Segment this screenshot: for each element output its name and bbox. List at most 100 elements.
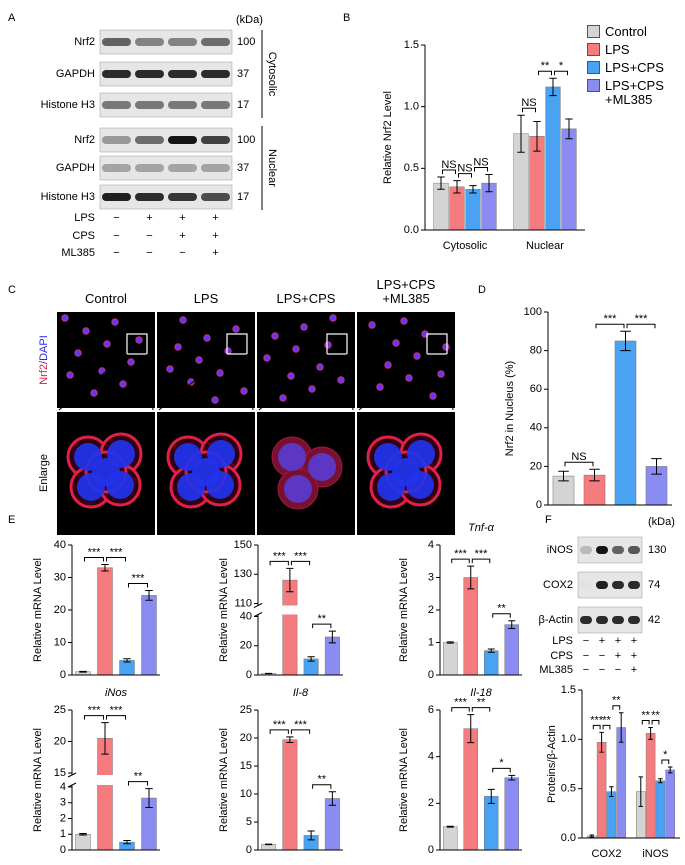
error-bar [286,736,294,743]
error-bar [667,766,673,774]
kda-label: 37 [237,162,249,174]
blot-band [580,546,592,554]
significance-label: NS [457,163,472,175]
treatment-sign: − [113,247,119,259]
blot-band [596,581,608,589]
error-bar [558,470,569,482]
blot-band [168,38,197,46]
significance-label: NS [473,156,488,168]
legend-entry: Control [587,25,685,39]
significance-label: *** [88,705,102,717]
significance-bracket [612,705,621,710]
significance-label: ** [317,613,326,625]
error-bar [286,567,294,593]
error-bar [307,830,315,841]
blot-band [135,136,164,144]
y-tick-label: 30 [54,571,66,583]
axis-break [252,605,345,615]
y-tick-label: 1 [60,828,66,840]
cell-dot [316,363,324,371]
bar [463,577,478,676]
significance-bracket [106,557,126,562]
error-bar [508,620,516,630]
legend-entry: LPS+CPS [587,61,685,75]
treatment-sign: + [615,635,621,647]
significance-bracket [661,759,670,764]
cell-dot [337,376,345,384]
significance-label: * [663,749,668,761]
significance-label: ** [602,714,611,726]
error-bar [328,630,336,644]
significance-bracket [651,719,660,725]
zoom-line [246,353,254,411]
significance-label: * [499,757,504,769]
significance-label: *** [132,572,146,584]
significance-label: *** [475,548,489,560]
blot-band [612,546,624,554]
kda-label: 42 [648,614,660,626]
y-axis-label: Relative Nrf2 Level [382,91,394,184]
protein-label: β-Actin [539,614,573,626]
significance-label: *** [604,313,618,325]
treatment-sign: − [599,650,605,662]
bar [616,727,626,839]
unit-label: (kDa) [236,14,263,26]
y-axis-label: Relative mRNA Level [32,728,44,832]
bar [484,650,499,676]
protein-label: Histone H3 [41,191,95,203]
cell-dot [195,356,203,364]
bar [596,742,607,839]
error-bar [101,722,109,755]
error-bar [145,590,153,601]
y-tick-label: 1.5 [561,684,576,696]
significance-bracket [538,70,552,76]
treatment-label: CPS [550,650,573,662]
stain-label-part: /DAPI [38,335,50,364]
y-tick-label: 4 [428,751,434,763]
error-bar [265,843,273,846]
cell-dot [324,341,332,349]
significance-label: *** [454,548,468,560]
y-tick-label: 100 [524,306,542,318]
y-tick-label: 80 [530,345,542,357]
bar [561,128,577,231]
zoom-box [226,333,248,355]
nucleus [392,458,420,486]
zoom-line [146,353,154,411]
error-bar [618,712,624,743]
significance-bracket [471,558,491,564]
bar [504,777,519,851]
cell-dot [271,332,279,340]
legend-label: Control [605,24,647,39]
unit-label: (kDa) [648,516,675,528]
fraction-label: Nuclear [266,149,278,187]
blot-band [135,101,164,109]
significance-label: *** [273,719,287,731]
y-tick-label: 0 [428,844,434,856]
y-tick-label: 0.5 [404,162,419,174]
y-tick-label: 15 [54,767,66,779]
nucleus [92,458,120,486]
treatment-sign: + [212,212,218,224]
error-bar [145,788,153,808]
treatment-label: LPS [552,635,573,647]
y-tick-label: 6 [428,704,434,716]
y-axis-label: Relative mRNA Level [398,558,410,662]
chart-title: Tnf-α [468,522,495,534]
significance-bracket [602,724,611,730]
blot-band [201,136,230,144]
cell-dot [413,352,421,360]
error-bar [599,731,604,753]
error-bar [620,330,631,352]
cell-dot [103,340,111,348]
treatment-sign: + [212,247,218,259]
blot-band [628,581,640,589]
y-tick-label: 2 [428,604,434,616]
treatment-sign: + [212,230,218,242]
significance-label: ** [317,774,326,786]
significance-bracket [554,70,568,76]
error-bar [487,648,495,653]
significance-bracket [269,729,289,734]
significance-bracket [492,767,511,773]
treatment-sign: − [583,650,589,662]
